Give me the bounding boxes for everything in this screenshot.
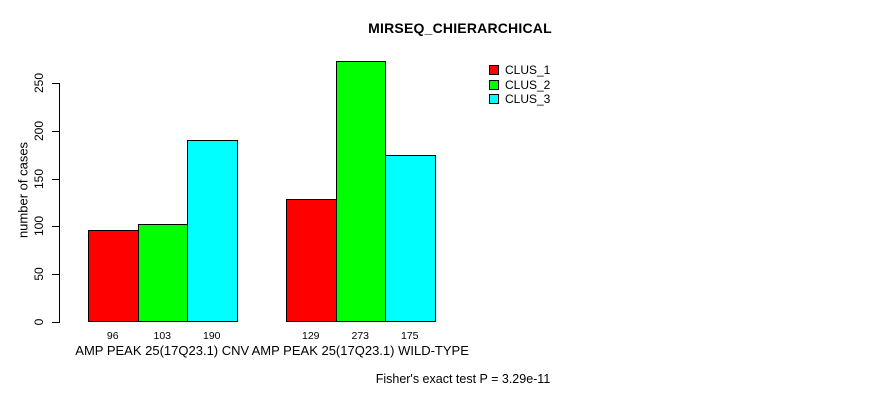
bar-value-label: 273: [351, 330, 370, 342]
bar-value-label: 175: [400, 330, 419, 342]
y-tick-mark: [52, 131, 59, 132]
chart-legend: CLUS_1 CLUS_2 CLUS_3: [489, 63, 550, 107]
legend-label: CLUS_3: [505, 92, 551, 107]
bar-clus_1-group2: [286, 199, 337, 322]
y-tick-mark: [52, 179, 59, 180]
bar-value-label: 129: [301, 330, 320, 342]
chart-title: MIRSEQ_CHIERARCHICAL: [368, 20, 552, 36]
legend-item-clus_1: CLUS_1: [489, 63, 550, 78]
y-tick-label: 100: [32, 215, 46, 237]
legend-swatch-icon: [489, 65, 499, 76]
bar-clus_2-group1: [138, 224, 188, 322]
y-tick-mark: [52, 274, 59, 275]
y-tick-mark: [52, 83, 59, 84]
y-axis-title: number of cases: [15, 141, 31, 239]
y-tick-label: 200: [32, 120, 46, 142]
bar-clus_2-group2: [336, 61, 386, 322]
y-tick-mark: [52, 322, 59, 323]
legend-swatch-icon: [489, 94, 499, 105]
bar-value-label: 103: [153, 330, 172, 342]
bar-value-label: 190: [202, 330, 221, 342]
category-label: AMP PEAK 25(17Q23.1) WILD-TYPE: [251, 343, 469, 358]
legend-label: CLUS_1: [505, 63, 551, 78]
bar-value-label: 96: [106, 330, 119, 342]
legend-item-clus_2: CLUS_2: [489, 78, 550, 93]
bar-clus_3-group1: [187, 140, 238, 322]
y-tick-label: 50: [32, 267, 46, 281]
category-label: AMP PEAK 25(17Q23.1) CNV: [75, 343, 250, 358]
y-axis-line: [59, 83, 60, 323]
bar-clus_3-group2: [385, 155, 436, 322]
legend-item-clus_3: CLUS_3: [489, 92, 550, 107]
legend-swatch-icon: [489, 79, 499, 90]
y-tick-label: 0: [32, 318, 46, 326]
y-tick-mark: [52, 226, 59, 227]
y-tick-label: 150: [32, 168, 46, 190]
annotation-text: Fisher's exact test P = 3.29e-11: [375, 372, 551, 386]
legend-label: CLUS_2: [505, 77, 551, 92]
y-tick-label: 250: [32, 72, 46, 94]
bar-clus_1-group1: [88, 230, 139, 322]
